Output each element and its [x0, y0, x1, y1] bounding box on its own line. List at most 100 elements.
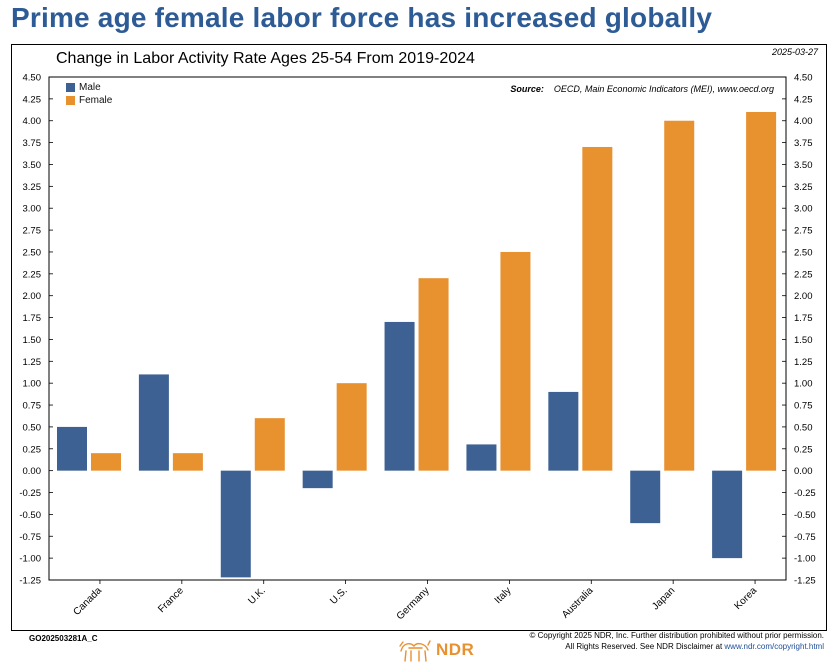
x-tick-label: U.S.: [328, 585, 350, 607]
y-tick-label-left: 3.50: [23, 160, 42, 171]
y-tick-label-right: -0.50: [794, 510, 816, 521]
y-tick-label-left: 3.25: [23, 182, 42, 193]
y-tick-label-right: 4.50: [794, 73, 813, 84]
y-tick-label-left: 3.75: [23, 138, 42, 149]
y-tick-label-right: 1.25: [794, 357, 813, 368]
y-tick-label-right: 2.50: [794, 247, 813, 258]
y-tick-label-left: -0.25: [19, 488, 41, 499]
x-tick-label: Canada: [72, 585, 105, 618]
bar-female-canada: [91, 453, 121, 471]
bar-male-germany: [384, 321, 415, 471]
y-tick-label-left: 1.00: [23, 379, 42, 390]
copyright-line-1: © Copyright 2025 NDR, Inc. Further distr…: [529, 631, 824, 640]
x-tick-label: France: [156, 585, 186, 615]
y-tick-label-right: 3.00: [794, 204, 813, 215]
x-tick-label: Italy: [493, 585, 514, 606]
bar-female-france: [172, 453, 203, 471]
y-tick-label-left: 4.00: [23, 116, 42, 127]
y-tick-label-left: -0.50: [19, 510, 41, 521]
plot-area: [48, 76, 787, 581]
legend-label-female: Female: [79, 95, 113, 106]
bar-female-germany: [418, 278, 449, 471]
chart-title: Change in Labor Activity Rate Ages 25-54…: [56, 50, 475, 67]
y-tick-label-right: 1.00: [794, 379, 813, 390]
x-tick-label: Japan: [650, 585, 677, 612]
logo-text: NDR: [436, 640, 475, 659]
x-tick-label: U.K.: [246, 585, 268, 607]
x-tick-label: Germany: [395, 585, 432, 622]
document-code: GO202503281A_C: [29, 634, 98, 643]
y-tick-label-right: 2.75: [794, 226, 813, 237]
y-tick-label-right: -1.25: [794, 576, 816, 587]
y-tick-label-right: 2.25: [794, 269, 813, 280]
legend-swatch-female: [66, 96, 75, 105]
bar-male-italy: [466, 444, 497, 471]
source-label: Source:: [510, 84, 544, 94]
bar-female-uk: [254, 418, 285, 471]
bar-female-korea: [746, 111, 777, 471]
y-tick-label-right: 1.75: [794, 313, 813, 324]
y-tick-label-left: -1.00: [19, 554, 41, 565]
y-tick-label-left: 0.00: [23, 466, 42, 477]
y-tick-label-right: 0.25: [794, 444, 813, 455]
source-text: OECD, Main Economic Indicators (MEI), ww…: [553, 84, 774, 94]
y-tick-label-right: 1.50: [794, 335, 813, 346]
bar-female-japan: [664, 120, 695, 471]
y-tick-label-left: 2.25: [23, 269, 42, 280]
copyright-prefix: All Rights Reserved. See NDR Disclaimer …: [565, 642, 725, 651]
bar-male-canada: [57, 426, 87, 471]
y-tick-label-right: 2.00: [794, 291, 813, 302]
copyright-line-2: All Rights Reserved. See NDR Disclaimer …: [530, 641, 824, 652]
copyright-link[interactable]: www.ndr.com/copyright.html: [724, 642, 824, 651]
y-tick-label-left: 1.25: [23, 357, 42, 368]
legend-item-male: Male: [66, 81, 112, 94]
ndr-logo: NDR: [398, 637, 474, 663]
y-tick-label-left: 0.25: [23, 444, 42, 455]
y-tick-label-left: 4.50: [23, 73, 42, 84]
legend-label-male: Male: [79, 82, 101, 93]
legend: Male Female: [66, 81, 112, 107]
legend-swatch-male: [66, 83, 75, 92]
bar-male-japan: [630, 470, 661, 524]
y-tick-label-left: 0.75: [23, 401, 42, 412]
bar-male-france: [138, 374, 169, 471]
headline: Prime age female labor force has increas…: [11, 2, 713, 33]
y-tick-label-right: 4.00: [794, 116, 813, 127]
y-tick-label-left: 0.50: [23, 422, 42, 433]
source-note: Source: OECD, Main Economic Indicators (M…: [510, 84, 774, 94]
y-tick-label-right: 3.75: [794, 138, 813, 149]
y-tick-label-right: -0.25: [794, 488, 816, 499]
bar-male-uk: [220, 470, 251, 578]
y-tick-label-left: 2.50: [23, 247, 42, 258]
bar-male-korea: [712, 470, 743, 559]
y-tick-label-right: 3.50: [794, 160, 813, 171]
bar-male-australia: [548, 391, 579, 471]
chart-frame: [11, 44, 827, 631]
y-tick-label-left: 2.75: [23, 226, 42, 237]
y-tick-label-left: -0.75: [19, 532, 41, 543]
y-tick-label-right: 3.25: [794, 182, 813, 193]
y-tick-label-left: 4.25: [23, 94, 42, 105]
chart-date: 2025-03-27: [771, 47, 818, 57]
y-tick-label-right: 0.00: [794, 466, 813, 477]
bar-female-australia: [582, 146, 613, 471]
y-tick-label-right: 4.25: [794, 94, 813, 105]
y-tick-label-left: 2.00: [23, 291, 42, 302]
x-tick-label: Korea: [733, 585, 760, 612]
x-tick-label: Australia: [560, 585, 596, 621]
bar-female-us: [336, 383, 367, 471]
y-tick-label-left: -1.25: [19, 576, 41, 587]
y-tick-label-left: 1.75: [23, 313, 42, 324]
bar-female-italy: [500, 251, 531, 471]
y-tick-label-right: -0.75: [794, 532, 816, 543]
y-tick-label-right: -1.00: [794, 554, 816, 565]
y-tick-label-left: 1.50: [23, 335, 42, 346]
y-tick-label-right: 0.75: [794, 401, 813, 412]
bull-bear-icon: [399, 640, 431, 662]
bar-male-us: [302, 470, 333, 489]
copyright-notice: © Copyright 2025 NDR, Inc. Further distr…: [530, 630, 824, 652]
legend-item-female: Female: [66, 94, 112, 107]
y-tick-label-right: 0.50: [794, 422, 813, 433]
y-tick-label-left: 3.00: [23, 204, 42, 215]
